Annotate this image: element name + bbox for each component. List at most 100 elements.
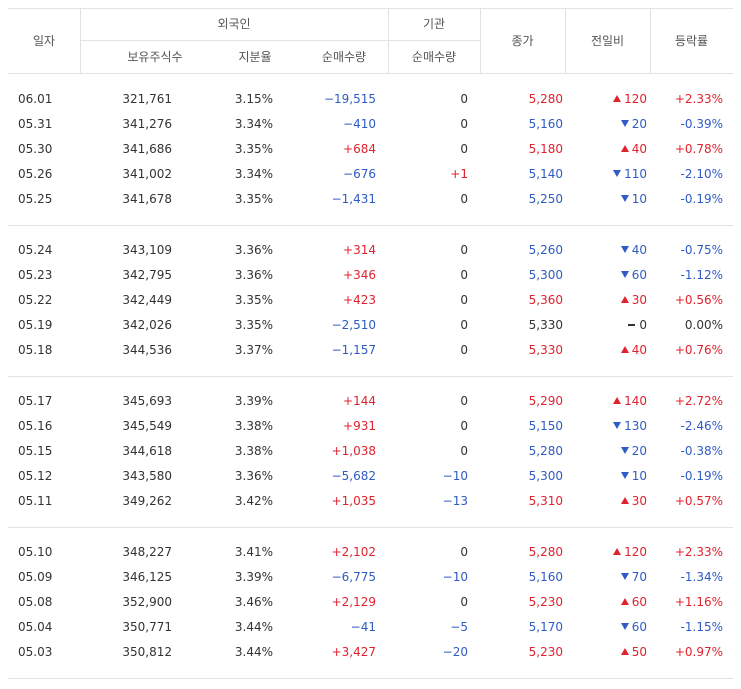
foreign-net-cell: −19,515 [323, 92, 376, 106]
foreign-net-cell: +1,035 [331, 494, 376, 508]
shares-cell: 343,109 [122, 243, 172, 257]
date-cell: 05.17 [18, 394, 53, 408]
inst-net-cell: 0 [460, 545, 468, 559]
ratio-cell: 3.39% [234, 570, 273, 584]
rate-cell: -0.19% [680, 469, 723, 483]
close-cell: 5,330 [528, 343, 563, 357]
change-cell: 20 [631, 117, 647, 131]
foreign-net-cell: +2,129 [331, 595, 376, 609]
close-cell: 5,250 [528, 192, 563, 206]
date-cell: 05.25 [18, 192, 53, 206]
rate-cell: +0.76% [674, 343, 723, 357]
direction-icon [620, 195, 629, 202]
inst-net-cell: 0 [460, 318, 468, 332]
ratio-cell: 3.46% [234, 595, 273, 609]
inst-net-cell: −20 [442, 645, 468, 659]
border [480, 8, 481, 73]
change-cell: 0 [639, 318, 647, 332]
inst-net-cell: 0 [460, 268, 468, 282]
direction-icon [613, 397, 622, 404]
date-cell: 05.22 [18, 293, 53, 307]
inst-net-cell: 0 [460, 117, 468, 131]
change-cell: 140 [624, 394, 647, 408]
inst-net-cell: 0 [460, 343, 468, 357]
date-cell: 05.11 [18, 494, 53, 508]
shares-cell: 350,812 [122, 645, 172, 659]
shares-cell: 346,125 [122, 570, 172, 584]
shares-cell: 349,262 [122, 494, 172, 508]
shares-cell: 344,618 [122, 444, 172, 458]
close-cell: 5,280 [528, 545, 563, 559]
change-cell: 20 [631, 444, 647, 458]
inst-net-cell: 0 [460, 192, 468, 206]
direction-icon [620, 472, 629, 479]
header-cell: 일자 [32, 34, 56, 48]
ratio-cell: 3.44% [234, 620, 273, 634]
shares-cell: 342,026 [122, 318, 172, 332]
foreign-net-cell: +3,427 [331, 645, 376, 659]
ratio-cell: 3.34% [234, 167, 273, 181]
rate-cell: +2.72% [674, 394, 723, 408]
ratio-cell: 3.41% [234, 545, 273, 559]
direction-icon [620, 145, 629, 152]
ratio-cell: 3.35% [234, 293, 273, 307]
close-cell: 5,260 [528, 243, 563, 257]
ratio-cell: 3.37% [234, 343, 273, 357]
close-cell: 5,310 [528, 494, 563, 508]
ratio-cell: 3.38% [234, 419, 273, 433]
change-cell: 60 [631, 268, 647, 282]
foreign-net-cell: −41 [350, 620, 376, 634]
change-cell: 120 [624, 92, 647, 106]
change-cell: 110 [624, 167, 647, 181]
direction-icon [620, 246, 629, 253]
border [8, 8, 733, 9]
close-cell: 5,280 [528, 92, 563, 106]
header-cell: 종가 [511, 34, 534, 48]
header-cell: 외국인 [217, 17, 251, 31]
group-divider [8, 527, 733, 528]
foreign-net-cell: −2,510 [331, 318, 376, 332]
date-cell: 05.10 [18, 545, 53, 559]
shares-cell: 352,900 [122, 595, 172, 609]
shares-cell: 341,002 [122, 167, 172, 181]
rate-cell: -0.38% [680, 444, 723, 458]
close-cell: 5,280 [528, 444, 563, 458]
rate-cell: +0.57% [674, 494, 723, 508]
close-cell: 5,160 [528, 570, 563, 584]
foreign-net-cell: −676 [343, 167, 376, 181]
change-cell: 50 [631, 645, 647, 659]
close-cell: 5,330 [528, 318, 563, 332]
ratio-cell: 3.35% [234, 318, 273, 332]
date-cell: 05.12 [18, 469, 53, 483]
rate-cell: -1.12% [680, 268, 723, 282]
date-cell: 05.23 [18, 268, 53, 282]
date-cell: 05.24 [18, 243, 53, 257]
close-cell: 5,230 [528, 645, 563, 659]
inst-net-cell: 0 [460, 243, 468, 257]
header-cell: 기관 [422, 17, 446, 31]
foreign-net-cell: −410 [343, 117, 376, 131]
rate-cell: +0.97% [674, 645, 723, 659]
rate-cell: +1.16% [674, 595, 723, 609]
shares-cell: 348,227 [122, 545, 172, 559]
foreign-net-cell: +684 [343, 142, 376, 156]
shares-cell: 343,580 [122, 469, 172, 483]
shares-cell: 342,449 [122, 293, 172, 307]
shares-cell: 341,686 [122, 142, 172, 156]
rate-cell: -0.39% [680, 117, 723, 131]
rate-cell: +0.78% [674, 142, 723, 156]
close-cell: 5,300 [528, 268, 563, 282]
shares-cell: 321,761 [122, 92, 172, 106]
ratio-cell: 3.36% [234, 268, 273, 282]
change-cell: 70 [631, 570, 647, 584]
change-cell: 120 [624, 545, 647, 559]
ratio-cell: 3.35% [234, 192, 273, 206]
header-cell: 보유주식수 [127, 50, 183, 64]
change-cell: 60 [631, 595, 647, 609]
rate-cell: +0.56% [674, 293, 723, 307]
direction-icon [613, 95, 622, 102]
direction-icon [620, 447, 629, 454]
direction-icon [613, 170, 622, 177]
change-cell: 10 [631, 192, 647, 206]
inst-net-cell: 0 [460, 595, 468, 609]
